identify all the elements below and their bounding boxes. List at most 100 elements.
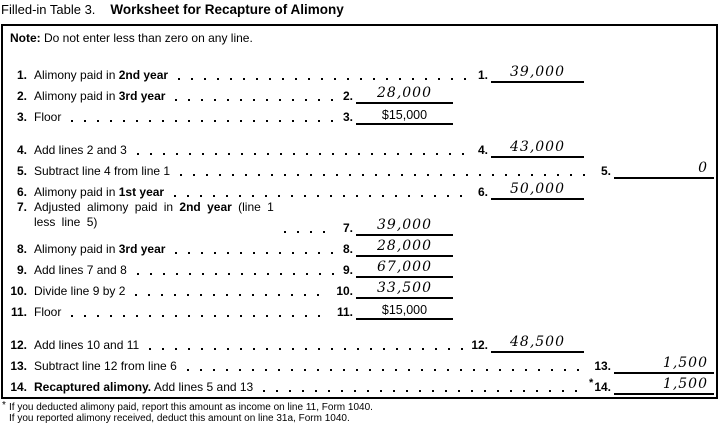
row-label: Adjusted alimony paid in 2nd year (line … xyxy=(27,200,274,230)
row-label-text: Alimony paid in xyxy=(34,242,119,256)
table-label: Filled-in Table 3. xyxy=(1,2,96,17)
row-number: 6. xyxy=(16,185,27,199)
row-label: Alimony paid in 3rd year xyxy=(27,242,165,257)
row-label: Subtract line 4 from line 1 xyxy=(27,164,170,179)
leader-dots xyxy=(175,242,335,257)
entry-underline: 43,000 xyxy=(491,138,584,158)
footnote-text-1: If you deducted alimony paid, report thi… xyxy=(9,402,373,413)
entry: 4. 43,000 xyxy=(478,138,584,158)
row-label: Floor xyxy=(27,305,61,320)
row-number: 11. xyxy=(10,305,27,319)
entry-underline: 33,500 xyxy=(356,279,453,299)
entry-line-number: 12. xyxy=(471,338,488,352)
entry: * 14. 1,500 xyxy=(589,375,714,395)
worksheet-box: Note: Do not enter less than zero on any… xyxy=(1,24,718,399)
leader-dots xyxy=(180,164,593,179)
leader-dots xyxy=(283,221,335,236)
entry-value: 67,000 xyxy=(377,259,432,275)
row-label-bold: 2nd year xyxy=(118,68,169,82)
entry-underline: 1,500 xyxy=(614,354,714,374)
leader-dots xyxy=(149,338,464,353)
entry-value: 50,000 xyxy=(510,181,565,197)
entry-line-number: 1. xyxy=(477,68,488,82)
note-label: Note: xyxy=(10,31,41,45)
leader-dots xyxy=(135,284,329,299)
worksheet-rows: 1. Alimony paid in 2nd year 1. 39,000 2.… xyxy=(3,62,716,395)
entry-value: 28,000 xyxy=(377,238,432,254)
entry-line-number: 10. xyxy=(336,284,353,298)
entry-value: 1,500 xyxy=(662,355,708,371)
row-number: 12. xyxy=(10,338,27,352)
leader-dots xyxy=(136,143,470,158)
leader-dots xyxy=(71,110,335,125)
entry-value: $15,000 xyxy=(381,303,428,317)
row-label-bold: 1st year xyxy=(118,185,165,199)
entry-value: 39,000 xyxy=(377,217,432,233)
footnotes: * If you deducted alimony paid, report th… xyxy=(1,400,373,424)
leader-dots xyxy=(174,185,470,200)
entry-underline: 28,000 xyxy=(356,84,453,104)
entry: 5. 0 xyxy=(601,159,714,179)
row-number: 7. xyxy=(16,200,27,214)
row-number: 2. xyxy=(16,89,27,103)
footnote-line-2: If you reported alimony received, deduct… xyxy=(1,413,373,424)
row-number: 14. xyxy=(10,380,27,394)
entry-underline: 50,000 xyxy=(491,180,584,200)
row-label: Floor xyxy=(27,110,61,125)
entry: 1. 39,000 xyxy=(478,63,584,83)
row-label-text: (line 1 xyxy=(231,200,274,214)
entry: 2. 28,000 xyxy=(343,84,453,104)
entry-value: 0 xyxy=(698,160,708,176)
row-label-text: Subtract line 4 from line 1 xyxy=(34,164,171,178)
row-label-text: Alimony paid in xyxy=(34,185,119,199)
row-label: Add lines 10 and 11 xyxy=(27,338,139,353)
entry: 3. $15,000 xyxy=(343,105,453,125)
row-label-bold: 3rd year xyxy=(118,242,166,256)
entry: 9. 67,000 xyxy=(343,258,453,278)
row-label: Recaptured alimony. Add lines 5 and 13 xyxy=(27,380,253,395)
entry-underline: 1,500 xyxy=(614,375,714,395)
row-label-text: Alimony paid in xyxy=(34,89,119,103)
entry-line-number: 14. xyxy=(594,380,611,394)
entry: 11. $15,000 xyxy=(337,300,453,320)
entry: 12. 48,500 xyxy=(471,333,584,353)
leader-dots xyxy=(178,68,470,83)
worksheet-row: 1. Alimony paid in 2nd year 1. 39,000 xyxy=(3,62,716,83)
entry-line-number: 2. xyxy=(342,89,353,103)
leader-dots xyxy=(186,359,587,374)
leader-dots xyxy=(263,380,582,395)
entry-underline: 39,000 xyxy=(491,63,584,83)
worksheet-row: 2. Alimony paid in 3rd year 2. 28,000 xyxy=(3,83,716,104)
row-label-bold: 2nd year xyxy=(179,200,232,214)
entry-value: 28,000 xyxy=(377,85,432,101)
worksheet-row: 13. Subtract line 12 from line 6 13. 1,5… xyxy=(3,353,716,374)
entry-asterisk: * xyxy=(589,377,594,389)
row-label: Alimony paid in 2nd year xyxy=(27,68,168,83)
row-label-text: less line 5) xyxy=(34,215,98,229)
row-number: 13. xyxy=(10,359,27,373)
row-number: 5. xyxy=(16,164,27,178)
entry: 7. 39,000 xyxy=(343,216,453,236)
entry-line-number: 8. xyxy=(342,242,353,256)
row-label-text: Add lines 2 and 3 xyxy=(34,143,127,157)
row-label: Add lines 7 and 8 xyxy=(27,263,127,278)
entry-line-number: 6. xyxy=(477,185,488,199)
entry-line-number: 9. xyxy=(342,263,353,277)
row-number: 4. xyxy=(16,143,27,157)
row-number: 1. xyxy=(16,68,27,82)
note-body: Do not enter less than zero on any line. xyxy=(40,31,253,45)
entry-underline: $15,000 xyxy=(356,105,453,125)
worksheet-row: 14. Recaptured alimony. Add lines 5 and … xyxy=(3,374,716,395)
entry-line-number: 5. xyxy=(600,164,611,178)
worksheet-row: 8. Alimony paid in 3rd year 8. 28,000 xyxy=(3,236,716,257)
entry: 10. 33,500 xyxy=(336,279,453,299)
leader-dots xyxy=(71,305,329,320)
worksheet-title: Worksheet for Recapture of Alimony xyxy=(110,2,344,17)
row-label: Divide line 9 by 2 xyxy=(27,284,125,299)
entry-line-number: 11. xyxy=(336,305,353,319)
entry-value: 33,500 xyxy=(377,280,432,296)
row-label-text: Floor xyxy=(34,110,62,124)
entry-underline: 0 xyxy=(614,159,714,179)
row-label-text: Floor xyxy=(34,305,62,319)
leader-dots xyxy=(136,263,335,278)
